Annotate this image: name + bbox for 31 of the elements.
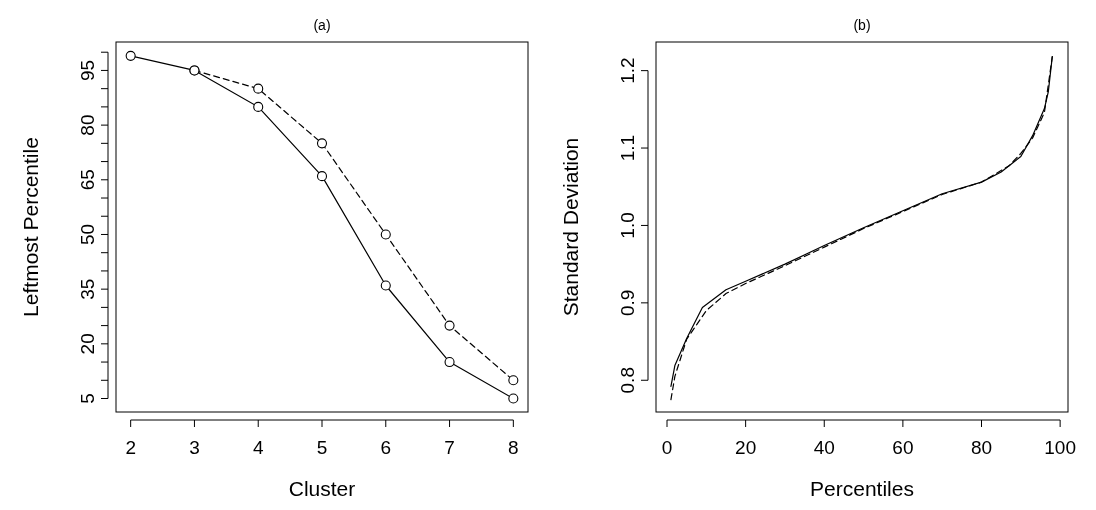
chart-title: (b) <box>853 17 871 33</box>
y-tick-label: 80 <box>77 114 98 136</box>
x-axis-title: Cluster <box>288 477 356 500</box>
x-tick-label: 100 <box>1044 437 1076 458</box>
y-tick-label: 1.2 <box>617 57 638 84</box>
y-tick-label: 95 <box>77 59 98 81</box>
x-tick-label: 80 <box>970 437 993 458</box>
x-tick-label: 6 <box>380 437 392 458</box>
x-tick-label: 0 <box>661 437 673 458</box>
x-tick-label: 5 <box>316 437 328 458</box>
x-tick-label: 20 <box>735 437 757 458</box>
chart-title: (a) <box>313 17 331 33</box>
y-tick-label: 65 <box>77 169 98 191</box>
x-tick-label: 40 <box>813 437 835 458</box>
y-tick-label: 5 <box>77 393 98 404</box>
y-tick-label: 35 <box>77 278 98 300</box>
y-tick-label: 50 <box>77 223 98 246</box>
y-tick-label: 1.0 <box>617 212 638 239</box>
y-axis-title: Leftmost Percentile <box>19 137 42 317</box>
x-axis-title: Percentiles <box>810 477 914 500</box>
x-tick-label: 7 <box>444 437 455 458</box>
x-tick-label: 3 <box>189 437 200 458</box>
x-tick-label: 4 <box>252 437 264 458</box>
y-tick-label: 0.8 <box>617 367 638 394</box>
y-tick-label: 0.9 <box>617 289 638 317</box>
y-axis-title: Standard Deviation <box>559 137 582 317</box>
x-tick-label: 60 <box>892 437 914 458</box>
x-tick-label: 8 <box>508 437 519 458</box>
y-tick-label: 20 <box>77 333 98 355</box>
x-tick-label: 2 <box>125 437 136 458</box>
y-tick-label: 1.1 <box>617 134 638 162</box>
